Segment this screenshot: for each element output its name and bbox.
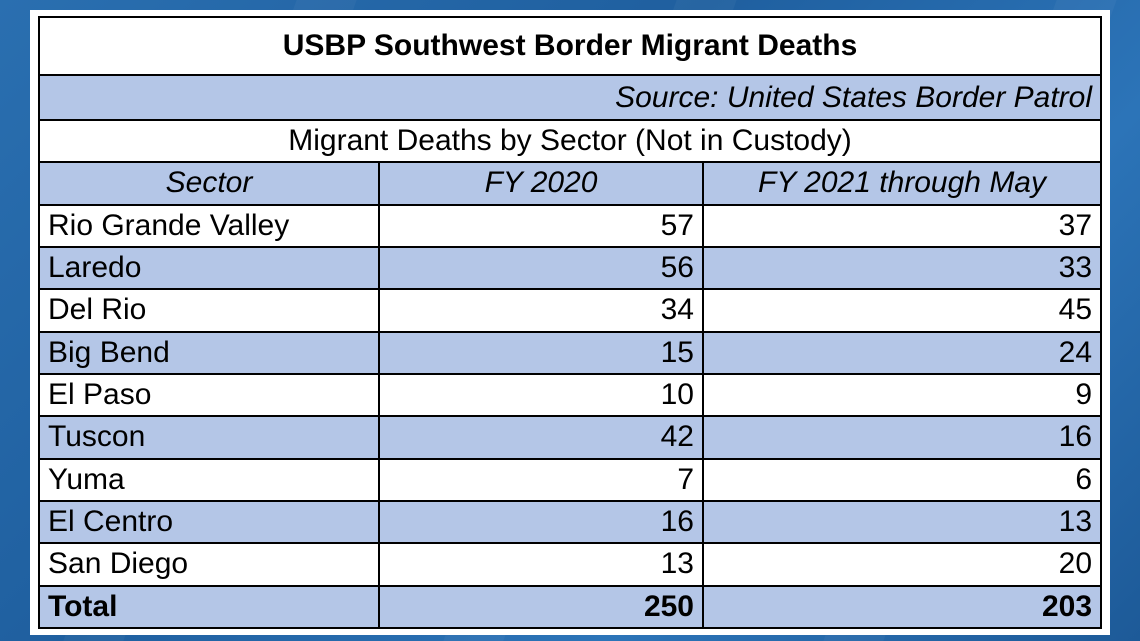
table-title: USBP Southwest Border Migrant Deaths	[37, 15, 1103, 77]
sector-cell: Laredo	[38, 245, 380, 291]
header-fy2020: FY 2020	[378, 161, 704, 206]
fy2021-cell: 16	[701, 415, 1103, 460]
table-row: Yuma 7 6	[38, 457, 1103, 502]
table-frame: USBP Southwest Border Migrant Deaths Sou…	[30, 10, 1110, 635]
sector-cell: Big Bend	[38, 330, 380, 375]
table-row: Big Bend 15 24	[38, 330, 1103, 375]
fy2020-cell: 16	[378, 499, 704, 545]
table-row: San Diego 13 20	[38, 542, 1103, 587]
fy2021-cell: 24	[701, 330, 1103, 375]
sector-cell: Del Rio	[38, 288, 380, 333]
source-note: Source: United States Border Patrol	[37, 74, 1103, 121]
migrant-deaths-table: USBP Southwest Border Migrant Deaths Sou…	[37, 15, 1103, 630]
title-row: USBP Southwest Border Migrant Deaths	[37, 15, 1103, 77]
table-row: El Centro 16 13	[38, 499, 1103, 545]
fy2020-cell: 57	[378, 203, 704, 248]
subtitle-row: Migrant Deaths by Sector (Not in Custody…	[37, 118, 1103, 164]
sector-cell: El Paso	[38, 372, 380, 418]
fy2021-cell: 9	[701, 372, 1103, 418]
fy2020-cell: 7	[378, 457, 704, 502]
header-fy2021: FY 2021 through May	[701, 161, 1103, 206]
sector-cell: Yuma	[38, 457, 380, 502]
sector-cell: Rio Grande Valley	[38, 203, 380, 248]
table-row: El Paso 10 9	[38, 372, 1103, 418]
fy2021-cell: 37	[701, 203, 1103, 248]
fy2020-cell: 10	[378, 372, 704, 418]
total-row: Total 250 203	[38, 584, 1103, 630]
fy2020-cell: 15	[378, 330, 704, 375]
table-row: Del Rio 34 45	[38, 288, 1103, 333]
fy2021-cell: 33	[701, 245, 1103, 291]
sector-cell: El Centro	[38, 499, 380, 545]
fy2021-cell: 13	[701, 499, 1103, 545]
table-row: Tuscon 42 16	[38, 415, 1103, 460]
table-row: Rio Grande Valley 57 37	[38, 203, 1103, 248]
fy2021-cell: 6	[701, 457, 1103, 502]
table-subtitle: Migrant Deaths by Sector (Not in Custody…	[37, 118, 1103, 164]
table-body: Rio Grande Valley 57 37 Laredo 56 33 Del Rio 34…	[38, 203, 1103, 587]
sector-cell: Tuscon	[38, 415, 380, 460]
fy2020-cell: 56	[378, 245, 704, 291]
fy2020-cell: 42	[378, 415, 704, 460]
fy2020-cell: 34	[378, 288, 704, 333]
source-row: Source: United States Border Patrol	[37, 74, 1103, 121]
total-label: Total	[38, 584, 380, 630]
total-fy2020: 250	[378, 584, 704, 630]
sector-cell: San Diego	[38, 542, 380, 587]
header-row: Sector FY 2020 FY 2021 through May	[38, 161, 1103, 206]
fy2021-cell: 20	[701, 542, 1103, 587]
header-sector: Sector	[38, 161, 380, 206]
fy2021-cell: 45	[701, 288, 1103, 333]
fy2020-cell: 13	[378, 542, 704, 587]
table-row: Laredo 56 33	[38, 245, 1103, 291]
total-fy2021: 203	[701, 584, 1103, 630]
